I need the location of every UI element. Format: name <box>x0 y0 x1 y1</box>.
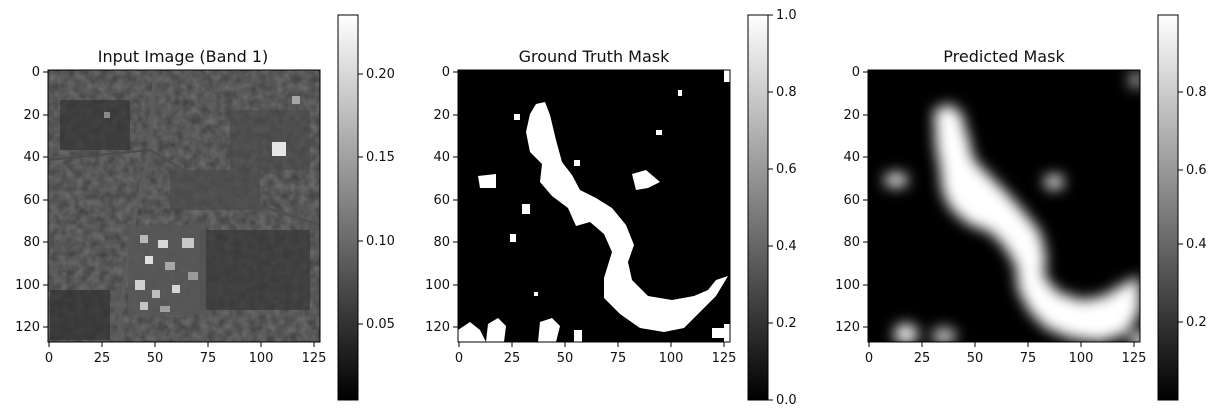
colorbar-tick-label: 0.2 <box>776 316 797 331</box>
x-axis: 0 25 50 75 100 125 <box>865 342 1147 366</box>
y-tick-label: 0 <box>442 65 450 80</box>
x-axis: 0 25 50 75 100 125 <box>45 342 327 366</box>
x-tick-label: 100 <box>659 351 684 366</box>
colorbar-tick-label: 0.20 <box>366 67 395 82</box>
y-tick-label: 40 <box>23 150 40 165</box>
colorbar-gradient <box>747 14 769 401</box>
y-tick-label: 40 <box>843 150 860 165</box>
x-tick-label: 125 <box>1122 351 1147 366</box>
colorbar-tick-label: 0.15 <box>366 150 395 165</box>
y-axis: 0 20 40 60 80 100 120 <box>15 65 48 335</box>
panel-ground-truth-mask: Ground Truth Mask <box>425 8 797 408</box>
y-tick-label: 120 <box>425 320 450 335</box>
panel-title: Input Image (Band 1) <box>98 47 269 66</box>
axes-frame <box>47 69 321 343</box>
colorbar-tick-label: 0.4 <box>776 239 797 254</box>
colorbar-gradient <box>1157 14 1179 401</box>
y-tick-label: 60 <box>433 193 450 208</box>
panel-input-image: Input Image (Band 1) <box>15 14 395 401</box>
y-tick-label: 100 <box>835 278 860 293</box>
axes-frame <box>867 69 1141 343</box>
y-tick-label: 0 <box>32 65 40 80</box>
x-tick-label: 50 <box>557 351 574 366</box>
colorbar-tick-label: 0.8 <box>776 85 797 100</box>
ground-truth-raster <box>458 70 730 342</box>
y-tick-label: 0 <box>852 65 860 80</box>
y-axis: 0 20 40 60 80 100 120 <box>835 65 868 335</box>
colorbar-tick-label: 0.05 <box>366 317 395 332</box>
y-tick-label: 80 <box>23 235 40 250</box>
y-tick-label: 120 <box>835 320 860 335</box>
x-tick-label: 50 <box>147 351 164 366</box>
panel-title: Ground Truth Mask <box>519 47 671 66</box>
colorbar-tick-label: 1.0 <box>776 8 797 23</box>
y-tick-label: 20 <box>433 108 450 123</box>
x-tick-label: 75 <box>200 351 217 366</box>
colorbar-gradient <box>337 14 359 401</box>
y-tick-label: 80 <box>843 235 860 250</box>
x-tick-label: 0 <box>45 351 53 366</box>
predicted-mask-raster <box>868 70 1140 342</box>
colorbar-tick-label: 0.4 <box>1186 237 1207 252</box>
colorbar: 0.2 0.4 0.6 0.8 <box>1157 14 1207 401</box>
colorbar-tick-label: 0.6 <box>776 162 797 177</box>
x-tick-label: 75 <box>1020 351 1037 366</box>
y-tick-label: 100 <box>425 278 450 293</box>
colorbar-tick-label: 0.6 <box>1186 163 1207 178</box>
x-tick-label: 100 <box>1069 351 1094 366</box>
x-axis: 0 25 50 75 100 125 <box>455 342 737 366</box>
x-tick-label: 25 <box>94 351 111 366</box>
axes-frame <box>457 69 731 343</box>
panel-title: Predicted Mask <box>943 47 1065 66</box>
x-tick-label: 125 <box>712 351 737 366</box>
x-tick-label: 0 <box>865 351 873 366</box>
y-axis: 0 20 40 60 80 100 120 <box>425 65 458 335</box>
x-tick-label: 100 <box>249 351 274 366</box>
y-tick-label: 100 <box>15 278 40 293</box>
input-image-raster <box>48 70 320 342</box>
colorbar-tick-label: 0.0 <box>776 393 797 408</box>
colorbar-tick-label: 0.2 <box>1186 315 1207 330</box>
panel-predicted-mask: Predicted Mask 0 20 <box>835 14 1207 401</box>
x-tick-label: 0 <box>455 351 463 366</box>
x-tick-label: 25 <box>914 351 931 366</box>
y-tick-label: 80 <box>433 235 450 250</box>
y-tick-label: 60 <box>843 193 860 208</box>
y-tick-label: 120 <box>15 320 40 335</box>
y-tick-label: 20 <box>23 108 40 123</box>
colorbar: 0.0 0.2 0.4 0.6 0.8 1.0 <box>747 8 797 408</box>
y-tick-label: 40 <box>433 150 450 165</box>
colorbar-tick-label: 0.10 <box>366 234 395 249</box>
x-tick-label: 125 <box>302 351 327 366</box>
colorbar: 0.05 0.10 0.15 0.20 <box>337 14 395 401</box>
y-tick-label: 60 <box>23 193 40 208</box>
y-tick-label: 20 <box>843 108 860 123</box>
x-tick-label: 75 <box>610 351 627 366</box>
x-tick-label: 25 <box>504 351 521 366</box>
x-tick-label: 50 <box>967 351 984 366</box>
colorbar-tick-label: 0.8 <box>1186 85 1207 100</box>
